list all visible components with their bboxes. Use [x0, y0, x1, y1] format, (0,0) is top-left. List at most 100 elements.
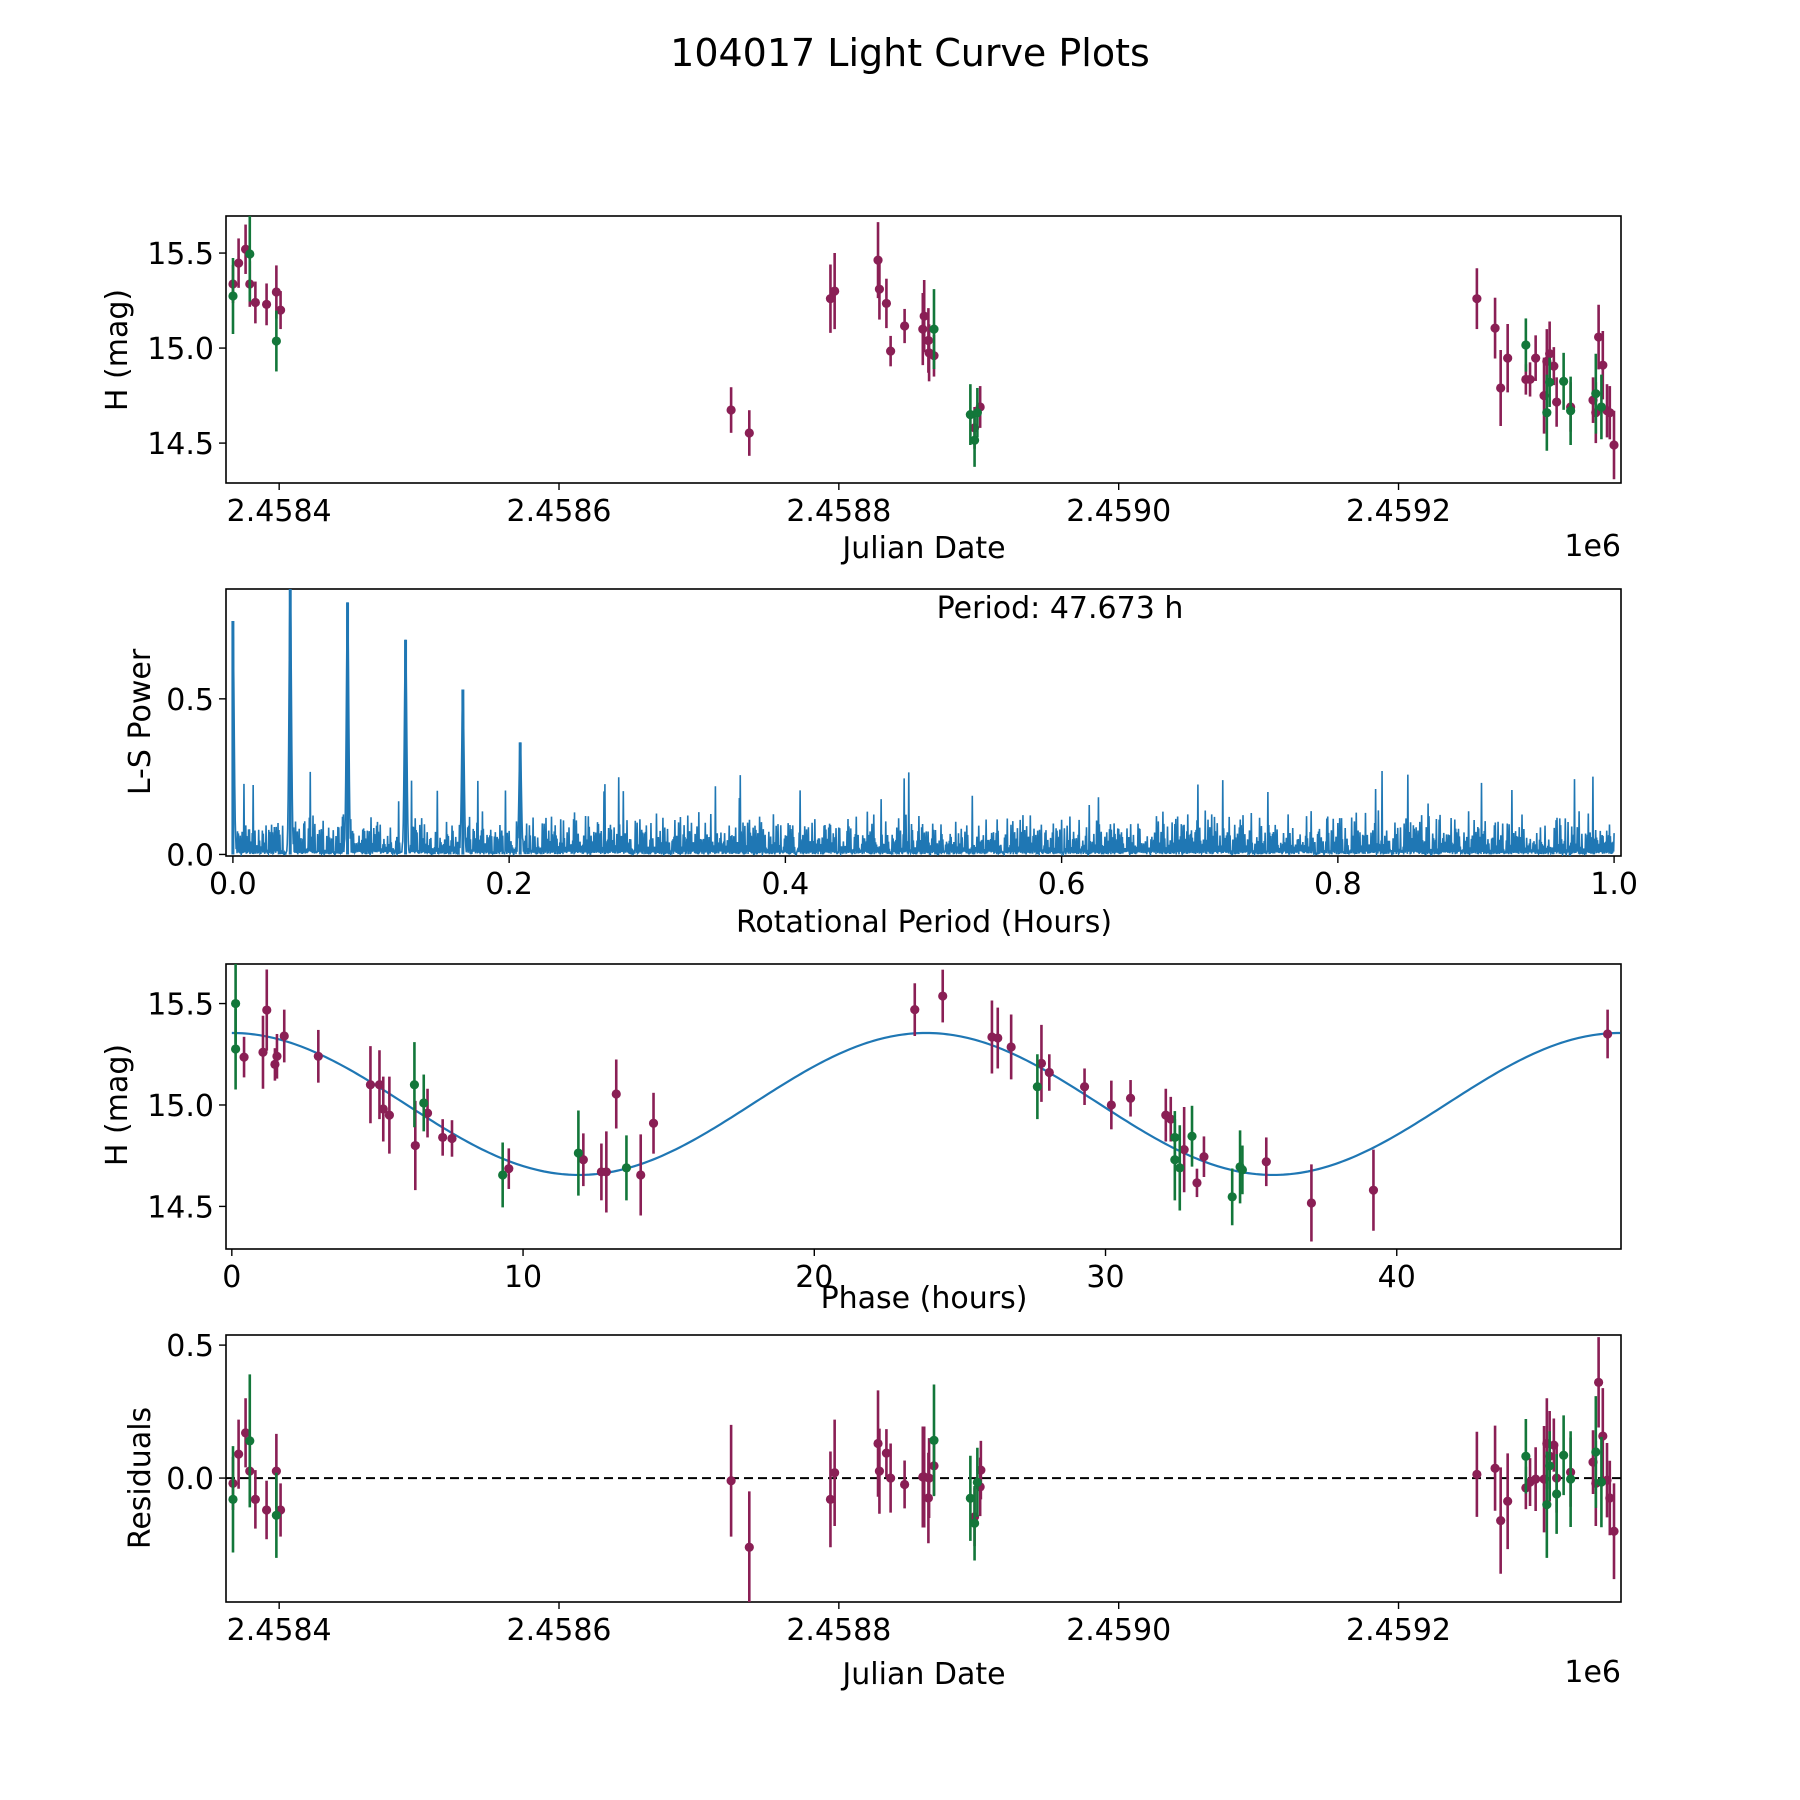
residuals-point	[245, 1436, 255, 1446]
phased-point	[231, 998, 241, 1009]
phased-point	[938, 991, 948, 1001]
periodogram-frame	[225, 588, 1622, 857]
light-curve-point	[1549, 361, 1559, 371]
residuals-xtick-label: 2.4590	[1066, 1613, 1171, 1648]
periodogram-xlabel: Rotational Period (Hours)	[736, 905, 1112, 940]
light-curve-point	[250, 297, 260, 308]
light-curve-ylabel: H (mag)	[100, 289, 135, 411]
phased-point	[422, 1108, 433, 1118]
light-curve-point	[881, 298, 892, 309]
phased-point	[378, 1104, 388, 1114]
phased-point	[1170, 1155, 1180, 1165]
phased-point	[1187, 1131, 1197, 1141]
phased-panel: Phase (hours) H (mag) 0 10 20 30 40 14.5 15.0 1…	[100, 963, 1622, 1316]
phased-point	[239, 1052, 249, 1062]
phased-point	[258, 1047, 268, 1057]
phased-point	[1368, 1185, 1379, 1195]
phased-point	[409, 1080, 420, 1090]
light-curve-point	[261, 299, 272, 309]
light-curve-point	[1609, 440, 1619, 450]
residuals-point	[1472, 1469, 1482, 1479]
light-curve-point	[271, 287, 281, 297]
light-curve-point	[918, 324, 928, 334]
phased-point	[1079, 1082, 1090, 1092]
phased-point	[1044, 1067, 1054, 1078]
light-curve-point	[886, 346, 896, 356]
periodogram-plot-area	[231, 589, 1615, 856]
phased-point	[1192, 1178, 1202, 1188]
light-curve-point	[744, 428, 754, 438]
residuals-xtick-label: 2.4592	[1346, 1613, 1451, 1648]
residuals-ylabel: Residuals	[123, 1407, 158, 1549]
residuals-point	[744, 1542, 754, 1552]
residuals-point	[874, 1466, 885, 1476]
residuals-point	[881, 1448, 892, 1458]
periodogram-xtick-label: 0.0	[209, 867, 257, 902]
phased-point	[313, 1051, 323, 1061]
residuals-point	[1609, 1526, 1619, 1536]
phased-point	[410, 1140, 420, 1151]
residuals-xtick-label: 2.4586	[507, 1613, 612, 1648]
phased-point	[438, 1132, 448, 1143]
phased-point	[384, 1110, 394, 1120]
residuals-point	[1521, 1451, 1531, 1461]
residuals-point	[271, 1466, 281, 1476]
light-curve-point	[1545, 377, 1555, 387]
periodogram-xtick-label: 0.2	[485, 867, 533, 902]
residuals-point	[1605, 1493, 1615, 1503]
light-curve-point	[1503, 353, 1513, 363]
light-curve-point	[271, 336, 281, 346]
light-curve-point	[1531, 353, 1541, 363]
phased-point	[648, 1118, 659, 1128]
light-curve-point	[1598, 360, 1608, 370]
phased-point	[279, 1031, 289, 1041]
phased-model-curve	[231, 1031, 1621, 1177]
light-curve-xlabel: Julian Date	[840, 531, 1005, 566]
periodogram-panel: Rotational Period (Hours) L-S Power Peri…	[123, 588, 1638, 940]
periodogram-xtick-label: 0.6	[1038, 867, 1086, 902]
residuals-ytick-label: 0.0	[166, 1462, 214, 1497]
light-curve-point	[1525, 374, 1535, 385]
residuals-xlabel: Julian Date	[840, 1657, 1005, 1692]
residuals-xtick-label: 2.4584	[227, 1613, 332, 1648]
light-curve-point	[965, 409, 975, 420]
phased-point	[262, 1005, 272, 1015]
residuals-point	[228, 1494, 238, 1504]
phased-point	[231, 1044, 241, 1054]
light-curve-point	[900, 321, 910, 331]
light-curve-point	[1596, 402, 1607, 412]
residuals-point	[1545, 1461, 1555, 1471]
residuals-xtick-label: 2.4588	[786, 1613, 891, 1648]
light-curve-point	[228, 291, 238, 301]
phased-point	[910, 1005, 920, 1015]
light-curve-offset-label: 1e6	[1564, 529, 1621, 564]
phased-point	[601, 1167, 611, 1177]
phased-frame	[225, 963, 1622, 1250]
residuals-point	[924, 1473, 934, 1483]
periodogram-xtick-label: 0.4	[762, 867, 810, 902]
residuals-point	[830, 1468, 840, 1478]
light-curve-point	[969, 435, 980, 445]
period-annotation: Period: 47.673 h	[937, 591, 1184, 626]
light-curve-point	[1496, 383, 1506, 393]
light-curve-point	[1521, 340, 1531, 350]
light-curve-point	[1545, 349, 1555, 359]
phased-ytick-label: 15.0	[147, 1089, 214, 1124]
periodogram-ytick-label: 0.5	[166, 683, 214, 718]
phased-xtick-label: 30	[1086, 1260, 1124, 1295]
residuals-point	[1552, 1489, 1562, 1499]
light-curve-xtick-label: 2.4592	[1346, 494, 1451, 529]
light-curve-point	[873, 255, 883, 265]
periodogram-xtick-label: 1.0	[1590, 867, 1638, 902]
phased-point	[1166, 1114, 1176, 1124]
residuals-point	[1594, 1377, 1604, 1387]
residuals-point	[965, 1493, 975, 1503]
phased-point	[1603, 1029, 1613, 1039]
phased-point	[573, 1148, 583, 1158]
periodogram-ytick-label: 0.0	[166, 838, 214, 873]
residuals-point	[250, 1494, 260, 1504]
phased-xtick-label: 20	[795, 1260, 833, 1295]
light-curve-point	[245, 249, 255, 259]
light-curve-xtick-label: 2.4586	[507, 494, 612, 529]
phased-point	[993, 1033, 1003, 1043]
